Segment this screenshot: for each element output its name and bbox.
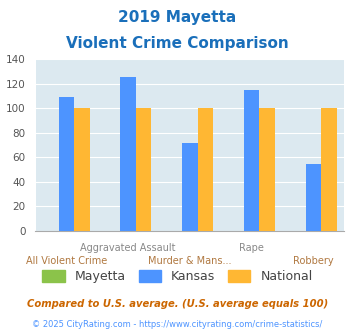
Bar (198, 109, 213, 231)
Bar (244, 90, 260, 231)
Bar (59, 97, 74, 231)
Text: Violent Crime Comparison: Violent Crime Comparison (66, 36, 289, 51)
Text: Robbery: Robbery (293, 256, 334, 266)
Text: 2019 Mayetta: 2019 Mayetta (118, 10, 237, 25)
Bar (136, 109, 151, 231)
Bar (182, 143, 198, 231)
Bar (74, 109, 89, 231)
Legend: Mayetta, Kansas, National: Mayetta, Kansas, National (37, 265, 318, 288)
Bar (306, 164, 321, 231)
Text: Rape: Rape (239, 243, 264, 252)
Text: All Violent Crime: All Violent Crime (26, 256, 107, 266)
Text: Compared to U.S. average. (U.S. average equals 100): Compared to U.S. average. (U.S. average … (27, 299, 328, 309)
Bar (120, 77, 136, 231)
Text: Aggravated Assault: Aggravated Assault (80, 243, 176, 252)
Text: © 2025 CityRating.com - https://www.cityrating.com/crime-statistics/: © 2025 CityRating.com - https://www.city… (32, 320, 323, 329)
Bar (321, 109, 337, 231)
Text: Murder & Mans...: Murder & Mans... (148, 256, 232, 266)
Bar (260, 109, 275, 231)
